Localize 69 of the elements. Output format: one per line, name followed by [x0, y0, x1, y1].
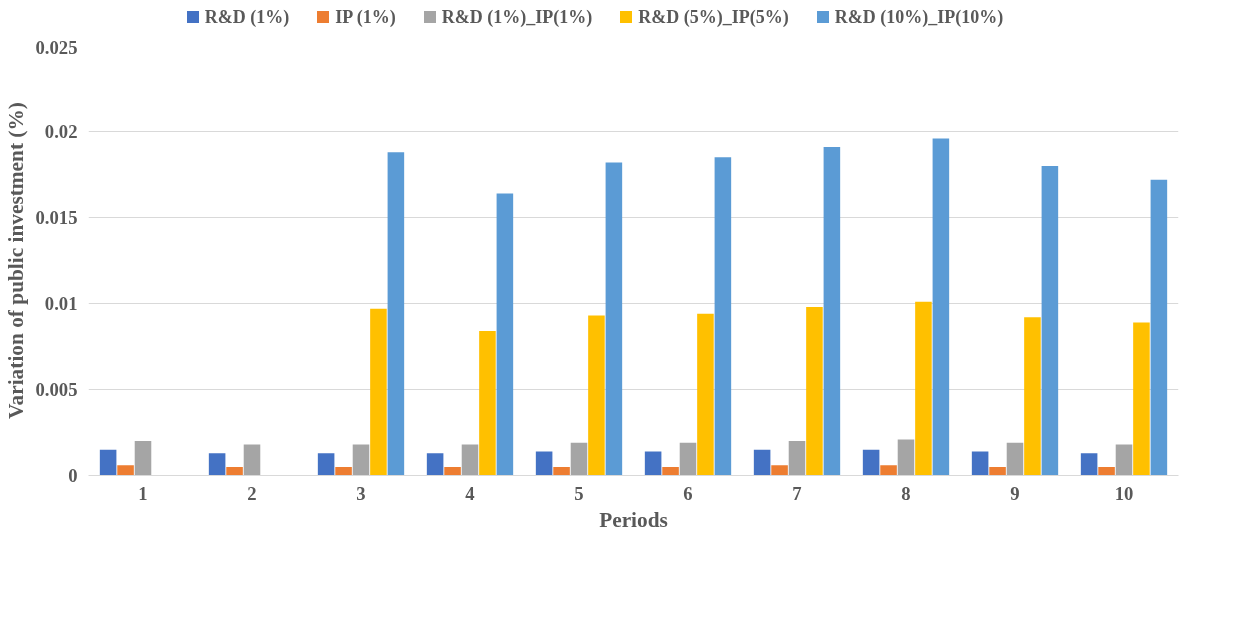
bar	[226, 466, 243, 476]
bar	[1080, 453, 1098, 476]
bar	[387, 152, 405, 476]
bar	[880, 465, 897, 476]
bar	[588, 315, 605, 476]
y-tick-label: 0.025	[35, 36, 78, 58]
bar	[897, 439, 915, 476]
bar	[644, 451, 662, 476]
bar	[335, 466, 352, 476]
legend-label: R&D (10%)_IP(10%)	[833, 6, 1004, 29]
y-tick-label: 0.015	[35, 207, 78, 228]
bar	[570, 442, 588, 476]
bar	[932, 138, 950, 476]
x-tick-label: 4	[465, 482, 475, 504]
bar	[806, 306, 823, 476]
bar	[697, 313, 714, 476]
bar	[1098, 466, 1115, 476]
y-tick-label: 0	[68, 465, 78, 486]
bar	[1024, 317, 1041, 476]
bar	[1041, 165, 1059, 476]
x-tick-label: 1	[138, 482, 148, 504]
bar	[243, 444, 261, 476]
legend-label: R&D (5%)_IP(5%)	[637, 6, 789, 29]
bar	[662, 466, 679, 476]
x-tick-label: 6	[683, 482, 693, 504]
bar	[971, 451, 989, 476]
bar	[208, 453, 226, 476]
bar	[862, 449, 880, 476]
bar	[823, 146, 841, 476]
bar	[788, 441, 806, 476]
bar	[915, 301, 932, 476]
x-tick-label: 2	[247, 482, 257, 504]
bar	[479, 331, 496, 476]
bar	[714, 157, 732, 476]
y-tick-label: 0.005	[35, 379, 78, 400]
bar	[553, 466, 570, 476]
bar	[134, 441, 152, 476]
bar	[1133, 322, 1150, 476]
y-axis-title: Variation of public investment (%)	[3, 102, 28, 419]
bar	[496, 193, 514, 476]
x-axis-title: Periods	[599, 507, 668, 532]
bar	[989, 466, 1006, 476]
bar	[117, 465, 134, 476]
bar	[605, 162, 623, 476]
bar	[535, 451, 553, 476]
legend-label: R&D (1%)	[203, 6, 290, 29]
bar	[99, 449, 117, 476]
bar	[461, 444, 479, 476]
bar	[1006, 442, 1024, 476]
x-tick-label: 7	[792, 482, 802, 504]
bar	[679, 442, 697, 476]
bar	[426, 453, 444, 476]
bar	[1115, 444, 1133, 476]
x-tick-label: 5	[574, 482, 584, 504]
x-tick-label: 8	[901, 482, 911, 504]
bar	[771, 465, 788, 476]
y-tick-label: 0.02	[44, 121, 78, 142]
bar	[444, 466, 461, 476]
bar	[1150, 179, 1168, 476]
bar	[753, 449, 771, 476]
bar	[317, 453, 335, 476]
x-tick-label: 9	[1010, 482, 1020, 504]
legend-label: R&D (1%)_IP(1%)	[440, 6, 593, 29]
bar	[352, 444, 370, 476]
bar	[370, 308, 387, 476]
x-tick-label: 10	[1114, 482, 1134, 504]
legend-label: IP (1%)	[334, 6, 396, 29]
y-tick-label: 0.01	[44, 293, 78, 314]
x-tick-label: 3	[356, 482, 366, 504]
